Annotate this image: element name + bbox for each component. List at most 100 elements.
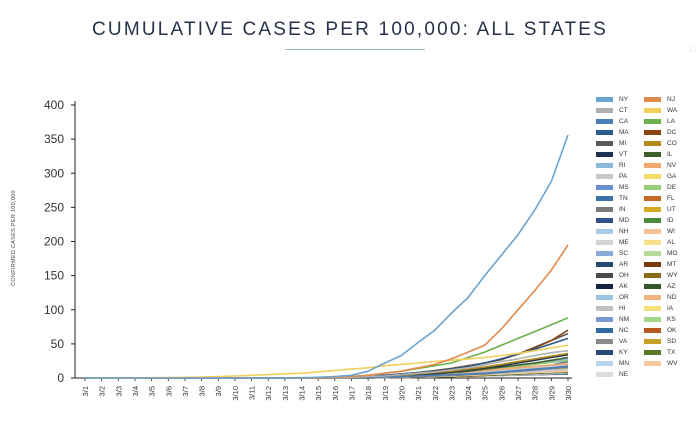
x-tick-label: 3/28 <box>531 386 540 401</box>
legend-swatch <box>596 196 613 201</box>
legend-item-ne: NE <box>596 370 628 379</box>
legend-swatch <box>596 97 613 102</box>
legend-item-oh: OH <box>596 271 629 280</box>
x-tick-label: 3/13 <box>281 386 290 401</box>
legend-label: OR <box>619 294 629 301</box>
legend-swatch <box>644 207 661 212</box>
legend-swatch <box>596 229 613 234</box>
legend-swatch <box>644 174 661 179</box>
legend-label: MA <box>619 129 629 136</box>
legend-label: MD <box>619 217 630 224</box>
legend-swatch <box>644 251 661 256</box>
legend-swatch <box>644 130 661 135</box>
y-axis: 0 50 100 150 200 250 300 350 400 <box>44 98 76 385</box>
legend-item-md: MD <box>596 216 629 225</box>
legend-label: WY <box>667 272 678 279</box>
x-tick-label: 3/1 <box>81 386 90 396</box>
legend-item-fl: FL <box>644 194 675 203</box>
legend-label: MI <box>619 140 627 147</box>
x-tick-label: 3/9 <box>214 386 223 396</box>
y-tick-label: 100 <box>44 303 64 317</box>
legend-label: NV <box>667 162 677 169</box>
legend-label: MT <box>667 261 677 268</box>
legend-swatch <box>596 174 613 179</box>
legend-label: DE <box>667 184 677 191</box>
legend-item-id: ID <box>644 216 674 225</box>
legend-label: AR <box>619 261 629 268</box>
legend-swatch <box>596 328 613 333</box>
legend-swatch <box>644 196 661 201</box>
y-tick-label: 400 <box>44 98 64 112</box>
legend-label: OK <box>667 327 677 334</box>
x-tick-label: 3/20 <box>397 386 406 401</box>
series-line-nj <box>85 244 569 379</box>
legend-swatch <box>596 163 613 168</box>
legend-swatch <box>644 218 661 223</box>
x-tick-label: 3/6 <box>164 386 173 396</box>
legend-item-nv: NV <box>644 161 676 170</box>
x-tick-label: 3/8 <box>198 386 207 396</box>
legend-label: TX <box>667 349 676 356</box>
x-tick-label: 3/7 <box>181 386 190 396</box>
legend-item-co: CO <box>644 139 677 148</box>
legend-item-al: AL <box>644 238 675 247</box>
y-tick-label: 350 <box>44 132 64 146</box>
legend-swatch <box>596 295 613 300</box>
legend-swatch <box>596 152 613 157</box>
legend-label: VA <box>619 338 628 345</box>
legend-item-nd: ND <box>644 293 676 302</box>
legend-item-il: IL <box>644 150 672 159</box>
legend-item-dc: DC <box>644 128 676 137</box>
legend-item-ks: KS <box>644 315 676 324</box>
legend-swatch <box>644 328 661 333</box>
legend-label: SD <box>667 338 677 345</box>
legend-label: CT <box>619 107 628 114</box>
legend-item-hi: HI <box>596 304 626 313</box>
legend-swatch <box>644 317 661 322</box>
legend-label: DC <box>667 129 677 136</box>
y-tick-label: 50 <box>51 337 65 351</box>
series-line-ny <box>85 134 569 379</box>
x-axis: 3/1 3/2 3/3 3/4 3/5 3/6 3/7 3/8 3/9 3/10 3/11 3/12 3… <box>75 377 573 401</box>
legend-swatch <box>644 306 661 311</box>
legend-label: FL <box>667 195 675 202</box>
legend-item-wi: WI <box>644 227 675 236</box>
legend-swatch <box>644 295 661 300</box>
legend-label: HI <box>619 305 626 312</box>
legend-swatch <box>596 108 613 113</box>
legend-swatch <box>596 141 613 146</box>
legend-swatch <box>596 185 613 190</box>
x-tick-label: 3/30 <box>564 386 573 401</box>
legend-item-la: LA <box>644 117 675 126</box>
x-tick-label: 3/10 <box>231 386 240 401</box>
legend-swatch <box>596 207 613 212</box>
y-tick-label: 250 <box>44 200 64 214</box>
x-tick-label: 3/17 <box>347 386 356 401</box>
legend-item-wv: WV <box>644 359 677 368</box>
x-tick-label: 3/26 <box>497 386 506 401</box>
x-tick-label: 3/2 <box>98 386 107 396</box>
legend-item-mn: MN <box>596 359 629 368</box>
legend-swatch <box>644 240 661 245</box>
x-tick-label: 3/19 <box>381 386 390 401</box>
y-tick-label: 200 <box>44 235 64 249</box>
legend-label: UT <box>667 206 676 213</box>
legend-item-sd: SD <box>644 337 676 346</box>
legend-swatch <box>644 350 661 355</box>
legend-swatch <box>644 262 661 267</box>
legend-swatch <box>644 185 661 190</box>
legend-item-ma: MA <box>596 128 629 137</box>
legend-label: WA <box>667 107 678 114</box>
line-chart: 0 50 100 150 200 250 300 350 400 3/1 3/2 3/3 3/4 3/5… <box>44 98 573 401</box>
legend-label: KS <box>667 316 676 323</box>
legend-swatch <box>644 273 661 278</box>
legend-label: OH <box>619 272 629 279</box>
legend-item-nc: NC <box>596 326 628 335</box>
legend-label: KY <box>619 349 628 356</box>
legend-swatch <box>644 108 661 113</box>
y-tick-label: 150 <box>44 269 64 283</box>
legend-swatch <box>644 119 661 124</box>
scrollbar-hint-icon: □ <box>690 44 696 54</box>
legend-swatch <box>596 339 613 344</box>
legend-label: AL <box>667 239 675 246</box>
